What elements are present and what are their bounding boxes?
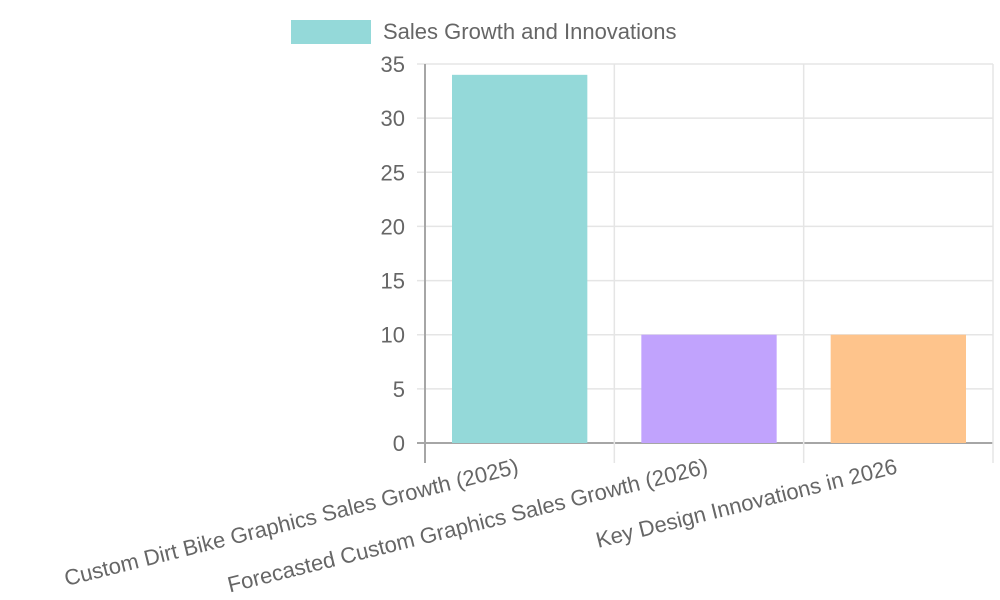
bars [452, 74, 966, 443]
y-tick-label: 0 [393, 431, 405, 456]
bar[interactable] [452, 74, 588, 443]
legend-swatch[interactable] [291, 20, 371, 44]
y-tick-label: 5 [393, 377, 405, 402]
x-axis: Custom Dirt Bike Graphics Sales Growth (… [62, 454, 900, 598]
y-tick-label: 30 [381, 106, 405, 131]
y-axis: 0 5 10 15 20 25 30 35 [381, 52, 405, 456]
y-tick-label: 20 [381, 214, 405, 239]
y-tick-label: 35 [381, 52, 405, 77]
legend-label[interactable]: Sales Growth and Innovations [383, 19, 677, 44]
x-tick-label: Key Design Innovations in 2026 [593, 454, 899, 553]
y-tick-label: 25 [381, 160, 405, 185]
legend[interactable]: Sales Growth and Innovations [291, 19, 677, 44]
y-tick-label: 15 [381, 269, 405, 294]
bar[interactable] [641, 334, 777, 443]
y-tick-label: 10 [381, 323, 405, 348]
bar[interactable] [830, 334, 966, 443]
